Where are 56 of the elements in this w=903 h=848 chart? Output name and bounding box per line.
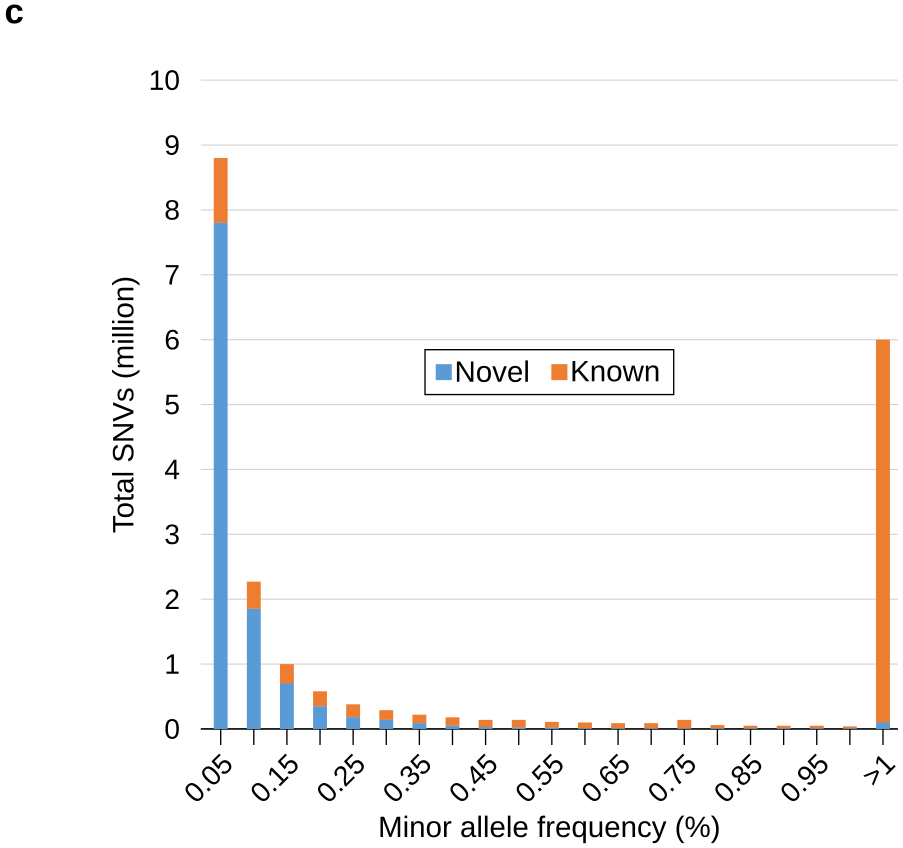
bar: [512, 720, 526, 728]
x-tick-label: 0.95: [782, 754, 828, 802]
y-tick-label: 6: [166, 330, 179, 350]
bar: [412, 723, 426, 730]
bar: [280, 684, 294, 730]
bar: [744, 726, 758, 729]
y-tick-label: 10: [150, 70, 179, 90]
bar: [280, 664, 294, 684]
bar: [446, 726, 460, 730]
bar: [346, 717, 360, 730]
bar: [611, 723, 626, 729]
bar: [776, 726, 791, 729]
x-tick-label: 0.45: [450, 754, 496, 802]
y-tick-label: 0: [165, 719, 179, 740]
bar: [246, 609, 261, 730]
x-tick-label: 0.15: [252, 754, 298, 802]
bar: [710, 725, 724, 729]
legend-label: Known: [572, 361, 658, 382]
bar: [810, 726, 824, 729]
bar: [412, 714, 426, 724]
x-tick-label: 0.85: [715, 754, 762, 802]
x-tick-label: 0.75: [649, 754, 696, 802]
y-tick-label: 4: [164, 460, 180, 480]
bar: [677, 720, 692, 729]
bar: [214, 158, 228, 224]
bar: [313, 692, 327, 706]
bar: [876, 722, 890, 730]
y-tick-label: 9: [166, 135, 179, 156]
y-tick-label: 1: [166, 654, 179, 674]
bar: [379, 720, 394, 730]
bar: [246, 582, 261, 610]
x-tick-label: 0.65: [582, 754, 629, 802]
x-tick-label: 0.25: [318, 754, 364, 802]
y-tick-label: 7: [166, 265, 179, 285]
x-tick-label: 0.55: [516, 754, 563, 802]
y-tick-label: 2: [166, 590, 179, 610]
y-axis-title: Total SNVs (million): [112, 278, 140, 533]
x-tick-label: >1: [863, 756, 896, 786]
legend-label: Novel: [456, 360, 528, 382]
bar: [379, 710, 394, 720]
bar: [644, 723, 658, 729]
bar: [346, 704, 360, 718]
bar: [446, 717, 460, 726]
x-axis-title: Minor allele frequency (%): [380, 816, 719, 844]
bar: [544, 722, 559, 728]
bar: [478, 720, 493, 728]
y-tick-label: 3: [165, 524, 179, 544]
bar: [313, 706, 327, 730]
bar: [578, 722, 592, 729]
bar: [876, 340, 890, 723]
chart-title: c: [6, 4, 23, 24]
y-tick-label: 5: [165, 394, 179, 415]
x-tick-label: 0.35: [384, 754, 430, 802]
x-tick-label: 0.05: [186, 754, 232, 802]
bar: [214, 223, 228, 730]
y-tick-label: 8: [166, 200, 179, 220]
